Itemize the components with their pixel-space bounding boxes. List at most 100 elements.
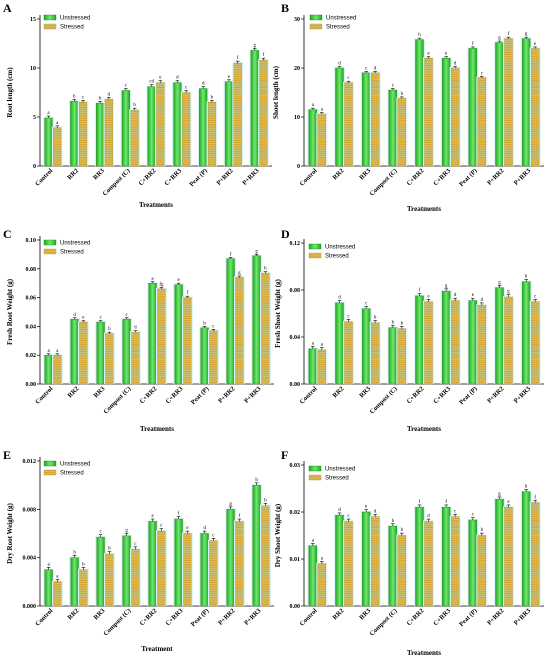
significance-letter: b — [82, 562, 85, 567]
bar-unstressed — [70, 557, 79, 607]
significance-letter: b — [108, 547, 111, 552]
bar-stressed — [477, 77, 487, 167]
bar-stressed — [397, 535, 407, 607]
panel-letter: E — [3, 448, 11, 462]
x-tick-label: Control — [34, 607, 54, 627]
y-tick-label: 20 — [294, 66, 300, 72]
significance-letter: a — [47, 349, 50, 354]
x-tick-label: Compost (C) — [102, 167, 132, 197]
bar-stressed — [207, 102, 216, 167]
y-tick-label: 5 — [33, 115, 36, 121]
bar-stressed — [79, 321, 88, 385]
x-tick-label: RR2 — [67, 385, 81, 399]
significance-letter: d — [73, 313, 76, 318]
x-tick-label: Compost (C) — [369, 167, 399, 197]
bar-unstressed — [147, 86, 156, 167]
x-tick-label: Peat (P) — [458, 385, 479, 406]
significance-letter: d — [481, 298, 484, 303]
bar-stressed — [209, 540, 218, 607]
significance-letter: g — [498, 36, 501, 41]
significance-letter: f — [472, 42, 474, 47]
significance-letter: e — [427, 294, 430, 299]
x-tick-label: RR3 — [93, 607, 107, 621]
x-tick-label: RR3 — [358, 607, 372, 621]
x-tick-label: C+RR3 — [165, 607, 185, 627]
bar-stressed — [78, 102, 88, 167]
x-tick-label: P+RR2 — [486, 607, 505, 626]
significance-letter: d — [374, 66, 377, 71]
significance-letter: cd — [149, 80, 154, 85]
significance-letter: g — [229, 502, 232, 507]
significance-letter: e — [534, 42, 537, 47]
x-tick-label: Compost (C) — [369, 607, 399, 637]
significance-letter: a — [312, 538, 315, 543]
significance-letter: e — [507, 500, 510, 505]
significance-letter: e — [365, 505, 368, 510]
y-tick-label: 10 — [30, 66, 36, 72]
bar-stressed — [450, 300, 460, 385]
significance-letter: a — [56, 349, 59, 354]
legend-label: Stressed — [60, 471, 84, 477]
chart-panel-d: D 0.00 0.04 0.08 0.12 Fresh Shoot Weight (g) T… — [274, 227, 544, 433]
x-tick-label: RR2 — [332, 167, 346, 181]
bar-unstressed — [44, 117, 53, 167]
bar-unstressed — [174, 518, 183, 607]
x-tick-label: C+RR3 — [432, 167, 452, 187]
significance-letter: b — [392, 320, 395, 325]
significance-letter: c — [481, 71, 484, 76]
bar-unstressed — [361, 72, 371, 167]
x-tick-label: C+RR3 — [432, 385, 452, 405]
bar-unstressed — [200, 533, 209, 607]
bar-unstressed — [44, 355, 53, 385]
bar-stressed — [79, 569, 88, 607]
x-tick-label: Peat (P) — [188, 167, 209, 188]
significance-letter: d — [427, 514, 430, 519]
significance-letter: d — [203, 526, 206, 531]
panel-letter: D — [281, 227, 290, 241]
y-tick-label: 0.02 — [290, 510, 301, 516]
legend: Unstressed Stressed — [43, 460, 90, 477]
significance-letter: a — [312, 341, 315, 346]
y-axis-title: Shoot length (cm) — [272, 65, 280, 119]
x-tick-label: Peat (P) — [190, 385, 211, 406]
significance-letter: c — [82, 95, 85, 100]
y-tick-label: 0.008 — [23, 507, 37, 513]
bar-unstressed — [495, 499, 504, 607]
significance-letter: a — [321, 108, 324, 113]
bar-unstressed — [415, 507, 424, 607]
legend: Unstressed Stressed — [308, 465, 355, 482]
bar-stressed — [261, 272, 270, 385]
bar-unstressed — [521, 491, 531, 607]
panel-letter: F — [281, 448, 288, 462]
legend-swatch-stressed — [43, 469, 57, 476]
significance-letter: a — [47, 562, 50, 567]
legend-label: Unstressed — [326, 16, 356, 22]
x-tick-label: Compost (C) — [369, 385, 399, 415]
significance-letter: c — [134, 542, 137, 547]
significance-letter: f — [237, 56, 239, 61]
significance-letter: d — [374, 509, 377, 514]
x-tick-label: C+RR2 — [406, 385, 426, 405]
legend-label: Unstressed — [60, 241, 90, 247]
significance-letter: b — [211, 95, 214, 100]
x-tick-label: RR2 — [67, 607, 81, 621]
legend-swatch-stressed — [43, 248, 57, 255]
bar-unstressed — [468, 48, 478, 167]
significance-letter: f — [178, 512, 180, 517]
significance-letter: b — [392, 519, 395, 524]
x-tick-label: P+RR2 — [217, 385, 236, 404]
significance-letter: f — [508, 32, 510, 37]
significance-letter: h — [264, 267, 267, 272]
x-tick-label: P+RR3 — [513, 385, 533, 405]
x-tick-label: C+RR3 — [163, 167, 183, 187]
bar-unstressed — [521, 281, 531, 385]
x-tick-label: P+RR3 — [513, 167, 533, 187]
bar-unstressed — [173, 82, 182, 167]
y-axis-title: Fresh Shoot Weight (g) — [274, 278, 282, 347]
x-tick-label: Peat (P) — [458, 607, 479, 628]
x-tick-label: P+RR2 — [486, 167, 505, 186]
significance-letter: e — [228, 75, 231, 80]
bar-stressed — [530, 48, 540, 167]
x-tick-label: Control — [34, 167, 54, 187]
y-axis-title: Root length (cm) — [6, 67, 14, 118]
